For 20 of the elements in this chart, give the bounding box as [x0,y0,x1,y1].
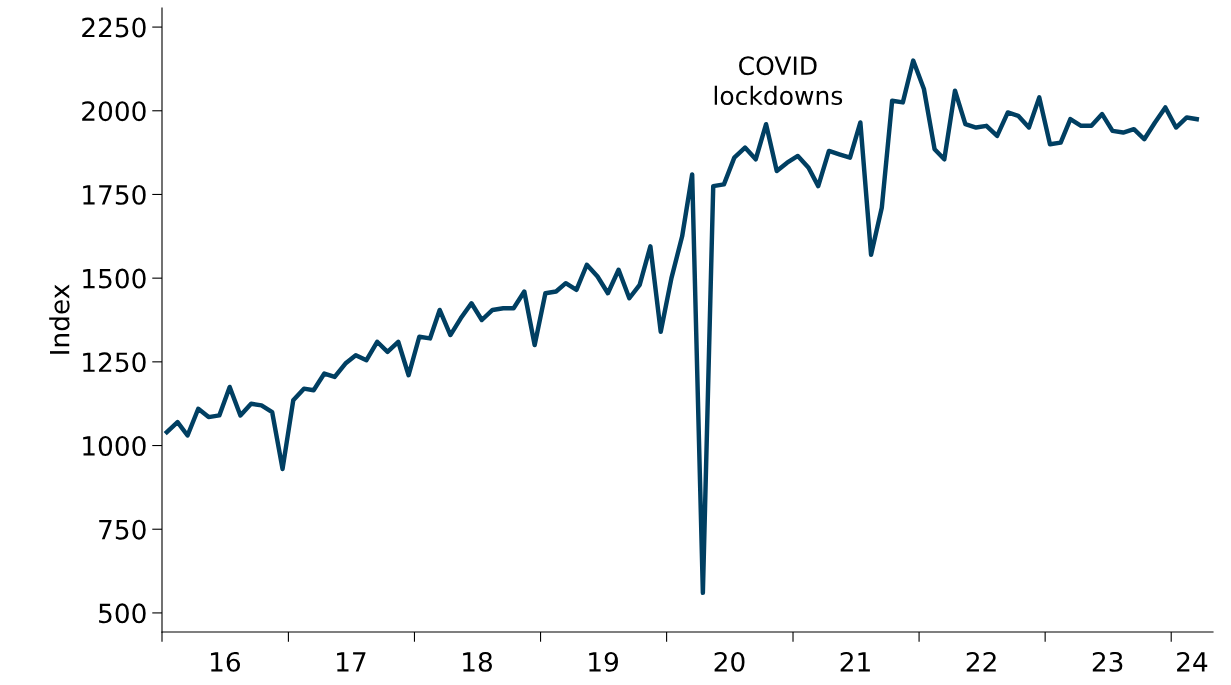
x-tick-label: 21 [840,651,870,672]
y-tick-label: 2250 [82,17,146,38]
x-tick-label: 20 [714,651,745,672]
x-tick-label: 22 [966,651,996,672]
line-series [164,58,1199,596]
annotation: COVID lockdowns [714,56,843,106]
y-tick-label: 1750 [83,184,146,205]
x-tick-label: 16 [210,651,240,672]
y-tick-label: 1000 [83,435,146,456]
x-tick-label: 18 [463,651,492,672]
y-tick-label: 2000 [82,101,146,122]
y-tick-label: 1500 [83,268,146,289]
x-tick-label: 17 [337,652,366,672]
y-tick-label: 500 [99,603,146,624]
y-tick-label: 1250 [83,352,146,373]
y-tick-label: 750 [99,519,146,540]
x-tick-label: 23 [1092,651,1123,672]
y-axis-title: Index [49,284,70,354]
x-tick-label: 19 [589,651,618,672]
x-tick-label: 24 [1177,651,1208,672]
